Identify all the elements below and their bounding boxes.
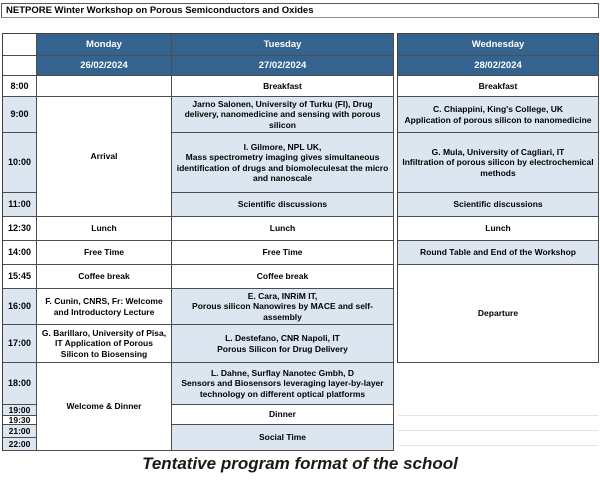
figure-caption: Tentative program format of the school [142,454,458,473]
tuesday-talk-gilmore: I. Gilmore, NPL UK, Mass spectrometry im… [172,133,394,193]
monday-lecture-cunin: F. Cunin, CNRS, Fr: Welcome and Introduc… [37,289,172,325]
monday-free-time: Free Time [37,241,172,265]
corner-cell [3,56,37,76]
faint-gridline [398,415,598,416]
monday-lunch: Lunch [37,217,172,241]
time-label: 16:00 [3,289,37,325]
time-label: 12:30 [3,217,37,241]
tuesday-free-time: Free Time [172,241,394,265]
time-label: 19:30 [3,416,37,425]
workshop-title: NETPORE Winter Workshop on Porous Semico… [1,3,599,18]
time-label: 11:00 [3,193,37,217]
time-label: 10:00 [3,133,37,193]
day-header-wednesday: Wednesday [398,34,599,56]
wednesday-round-table: Round Table and End of the Workshop [398,241,599,265]
wednesday-talk-chiappini: C. Chiappini, King's College, UK Applica… [398,97,599,133]
day-header-monday: Monday [37,34,172,56]
time-label: 8:00 [3,76,37,97]
monday-coffee-break: Coffee break [37,265,172,289]
time-label: 18:00 [3,363,37,405]
wednesday-talk-mula: G. Mula, University of Cagliari, IT Infi… [398,133,599,193]
schedule-table-wed: Wednesday 28/02/2024 Breakfast C. Chiapp… [397,33,599,363]
tuesday-dinner: Dinner [172,405,394,425]
time-label: 19:00 [3,405,37,416]
wednesday-lunch: Lunch [398,217,599,241]
monday-lecture-barillaro: G. Barillaro, University of Pisa, IT App… [37,325,172,363]
monday-welcome-dinner: Welcome & Dinner [37,363,172,451]
faint-gridline [398,445,598,446]
tuesday-breakfast: Breakfast [172,76,394,97]
day-header-tuesday: Tuesday [172,34,394,56]
tuesday-talk-dahne: L. Dahne, Surflay Nanotec Gmbh, D Sensor… [172,363,394,405]
faint-gridline [398,430,598,431]
schedule-table-mon-tue: Monday Tuesday 26/02/2024 27/02/2024 8:0… [2,33,394,451]
time-label: 21:00 [3,425,37,438]
tuesday-scientific-discussions: Scientific discussions [172,193,394,217]
time-label: 14:00 [3,241,37,265]
time-label: 15:45 [3,265,37,289]
time-label: 9:00 [3,97,37,133]
wednesday-scientific-discussions: Scientific discussions [398,193,599,217]
monday-arrival: Arrival [37,97,172,217]
date-monday: 26/02/2024 [37,56,172,76]
time-label: 17:00 [3,325,37,363]
wednesday-breakfast: Breakfast [398,76,599,97]
tuesday-talk-salonen: Jarno Salonen, University of Turku (FI),… [172,97,394,133]
monday-0800-empty [37,76,172,97]
tuesday-talk-cara: E. Cara, INRiM IT, Porous silicon Nanowi… [172,289,394,325]
time-label: 22:00 [3,438,37,451]
tuesday-talk-destefano: L. Destefano, CNR Napoli, IT Porous Sili… [172,325,394,363]
tuesday-coffee-break: Coffee break [172,265,394,289]
corner-cell [3,34,37,56]
tuesday-lunch: Lunch [172,217,394,241]
tuesday-social-time: Social Time [172,425,394,451]
date-wednesday: 28/02/2024 [398,56,599,76]
wednesday-departure: Departure [398,265,599,363]
date-tuesday: 27/02/2024 [172,56,394,76]
